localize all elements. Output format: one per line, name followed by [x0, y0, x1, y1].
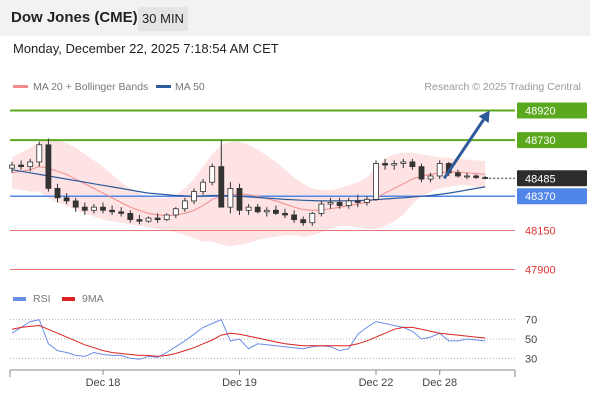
pivot-level-label: 48485 [525, 173, 556, 185]
rsi-ma-line [11, 324, 486, 357]
resistance-level-label-box [517, 132, 587, 149]
candle-body [236, 188, 243, 211]
resistance-level-label: 48920 [525, 105, 556, 117]
legend-label-ma50: MA 50 [175, 81, 205, 93]
candle-body [382, 163, 389, 166]
candle-body [27, 161, 34, 168]
support-level-label: 48370 [525, 191, 556, 203]
rsi-tick-label: 70 [525, 315, 537, 327]
candle-body [345, 200, 352, 206]
x-axis-tick-label: Dec 22 [359, 377, 394, 389]
candle-body [282, 212, 288, 216]
candle-body [163, 214, 170, 221]
timestamp: Monday, December 22, 2025 7:18:54 AM CET [13, 41, 279, 56]
candle-body [245, 206, 252, 211]
candle-body [391, 163, 398, 166]
forecast-arrow-shaft [443, 118, 485, 180]
candle-body [81, 206, 88, 211]
candle-body [100, 206, 106, 211]
timeframe-button[interactable]: 30 MIN [138, 7, 188, 31]
legend-label-rsi: RSI [33, 293, 51, 305]
rsi-tick-label: 50 [525, 334, 537, 346]
candle-body [136, 219, 143, 222]
candle-body [91, 206, 97, 211]
x-axis-tick-label: Dec 18 [86, 377, 121, 389]
candle-body [154, 217, 161, 221]
candle-body [200, 181, 207, 192]
candle-body [482, 177, 489, 179]
candle-body [191, 191, 197, 202]
x-axis-tick-label: Dec 19 [222, 377, 257, 389]
rsi-tick-label: 30 [525, 353, 537, 365]
candle-body [181, 200, 188, 210]
candle-body [418, 166, 425, 180]
candle-body [254, 206, 261, 213]
candle-body [354, 200, 361, 203]
legend-label-ma20: MA 20 + Bollinger Bands [33, 81, 148, 93]
legend-swatch-ma20 [13, 85, 28, 88]
candle-body [427, 175, 434, 180]
candle-body [454, 172, 461, 177]
rsi-line [11, 319, 486, 360]
candle-body [373, 163, 379, 200]
candle-body [63, 197, 70, 202]
candle-body [263, 209, 270, 213]
candle-body [54, 188, 61, 199]
candle-body [327, 202, 334, 205]
candle-body [318, 203, 325, 214]
resistance-level-label-box [517, 102, 587, 119]
candle-body [118, 211, 125, 214]
ma50-line [11, 169, 486, 202]
candle-body [436, 163, 443, 177]
candle-body [473, 175, 480, 178]
candle-body [36, 144, 43, 163]
candle-body [300, 219, 307, 224]
legend-swatch-ma50 [156, 85, 171, 88]
resistance-level-label: 48730 [525, 135, 556, 147]
ma20-line [11, 166, 486, 217]
x-axis-tick-label: Dec 28 [422, 377, 457, 389]
legend-swatch-9ma [62, 297, 75, 301]
candle-body [227, 188, 234, 208]
pivot-level-label-box [517, 170, 587, 187]
forecast-arrow-head [478, 110, 490, 123]
candle-body [209, 166, 216, 183]
candle-body [109, 209, 115, 213]
candle-body [9, 164, 15, 169]
candle-body [18, 164, 25, 168]
candle-body [127, 212, 134, 221]
candle-body [272, 209, 279, 214]
candle-body [45, 144, 52, 189]
candle-body [409, 161, 416, 168]
candle-body [172, 208, 179, 216]
candle-body [400, 161, 407, 164]
legend-swatch-rsi [13, 297, 26, 301]
support-level-label-box [517, 188, 587, 205]
candle-body [336, 202, 343, 206]
bollinger-band-area [12, 138, 486, 247]
instrument-title: Dow Jones (CME) [11, 9, 138, 26]
legend-label-9ma: 9MA [82, 293, 104, 305]
source-credit: Research © 2025 Trading Central [424, 81, 581, 93]
target-level-label: 47900 [525, 265, 556, 277]
candle-body [218, 166, 225, 208]
target-level-label: 48150 [525, 226, 556, 238]
candle-body [309, 212, 316, 224]
chart-header: Dow Jones (CME) 30 MIN [0, 0, 590, 36]
candle-body [363, 198, 370, 203]
candle-body [72, 200, 79, 208]
candle-body [291, 214, 298, 221]
candle-body [464, 175, 470, 178]
candle-body [145, 217, 152, 222]
